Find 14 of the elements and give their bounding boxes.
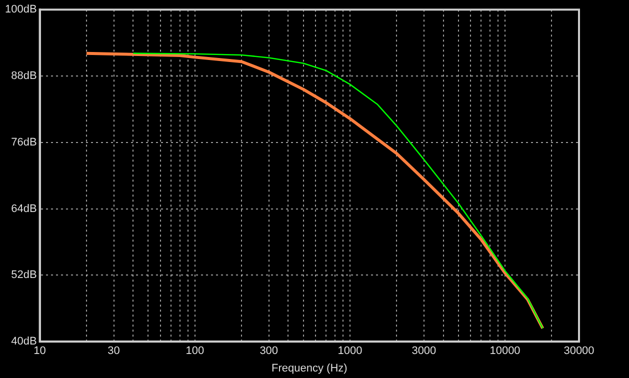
x-tick-label: 1000: [338, 345, 362, 358]
x-tick-label: 300: [260, 345, 278, 358]
y-tick-label: 52dB: [11, 269, 37, 282]
x-tick-label: 100: [186, 345, 204, 358]
x-tick-label: 10000: [490, 345, 520, 358]
x-tick-label: 30: [108, 345, 120, 358]
x-axis-title: Frequency (Hz): [272, 362, 348, 374]
x-tick-label: 30000: [564, 345, 594, 358]
y-tick-label: 64dB: [11, 202, 37, 215]
y-tick-label: 88dB: [11, 70, 37, 82]
x-tick-label: 10: [34, 345, 46, 358]
x-tick-label: 3000: [412, 345, 436, 358]
y-tick-label: 100dB: [4, 4, 37, 16]
y-tick-label: 76dB: [11, 136, 37, 148]
